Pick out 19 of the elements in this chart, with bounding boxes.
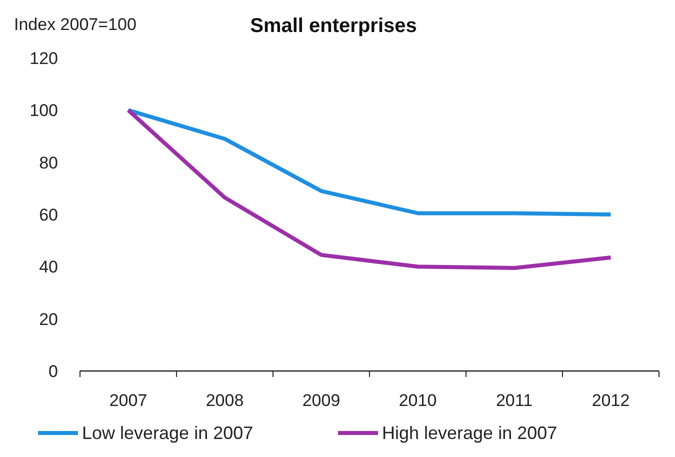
y-tick-label: 120: [30, 48, 58, 68]
y-axis-title: Index 2007=100: [14, 15, 136, 34]
x-tick-label: 2008: [206, 391, 244, 410]
line-series: [126, 108, 613, 270]
x-tick-label: 2007: [109, 391, 148, 410]
legend-label: Low leverage in 2007: [82, 423, 254, 443]
y-tick-label: 80: [39, 153, 58, 172]
legend-label: High leverage in 2007: [382, 423, 558, 443]
y-tick-label: 40: [39, 258, 58, 277]
x-tick-label: 2011: [496, 391, 533, 410]
y-tick-label: 60: [39, 205, 58, 224]
y-tick-label: 100: [30, 101, 58, 120]
chart-title: Small enterprises: [250, 15, 417, 37]
x-tick-label: 2009: [302, 391, 340, 410]
x-tick-label: 2012: [592, 391, 630, 410]
line-series: [126, 108, 613, 216]
y-tick-label: 20: [39, 310, 58, 329]
y-tick-label: 0: [48, 362, 58, 381]
x-tick-label: 2010: [398, 391, 437, 410]
